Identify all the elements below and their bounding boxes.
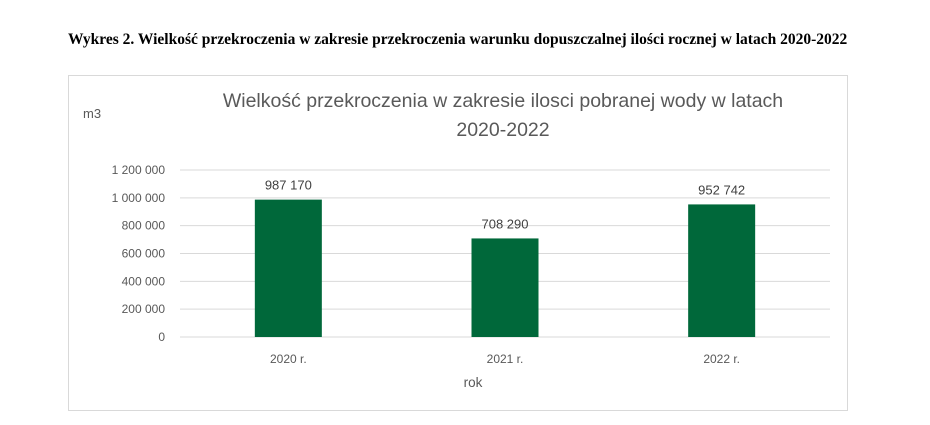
category-label: 2022 r. [703,352,740,366]
figure-caption: Wykres 2. Wielkość przekroczenia w zakre… [68,31,848,48]
bar [254,199,322,337]
chart-title-line-1: Wielkość przekroczenia w zakresie ilosci… [223,90,783,112]
data-label: 952 742 [698,182,745,197]
y-tick-label: 200 000 [122,302,166,316]
data-label: 708 290 [482,216,529,231]
x-axis-label: rok [464,375,483,390]
y-axis-label: m3 [83,106,101,121]
bars [254,199,756,337]
y-tick-label: 1 000 000 [112,191,166,205]
y-tick-label: 400 000 [122,274,166,288]
data-label: 987 170 [265,178,312,193]
data-labels: 987 170 708 290 952 742 [265,178,745,232]
chart-frame [68,75,848,411]
bar [471,238,539,337]
bar [688,204,756,337]
y-tick-label: 1 200 000 [112,163,166,177]
chart-title-line-2: 2020-2022 [456,119,549,141]
category-labels: 2020 r. 2021 r. 2022 r. [270,352,740,366]
category-label: 2021 r. [487,352,524,366]
y-tick-labels: 0 200 000 400 000 600 000 800 000 1 000 000 1 … [112,163,166,344]
y-tick-label: 0 [158,330,165,344]
y-tick-label: 600 000 [122,247,166,261]
category-label: 2020 r. [270,352,307,366]
y-tick-label: 800 000 [122,219,166,233]
